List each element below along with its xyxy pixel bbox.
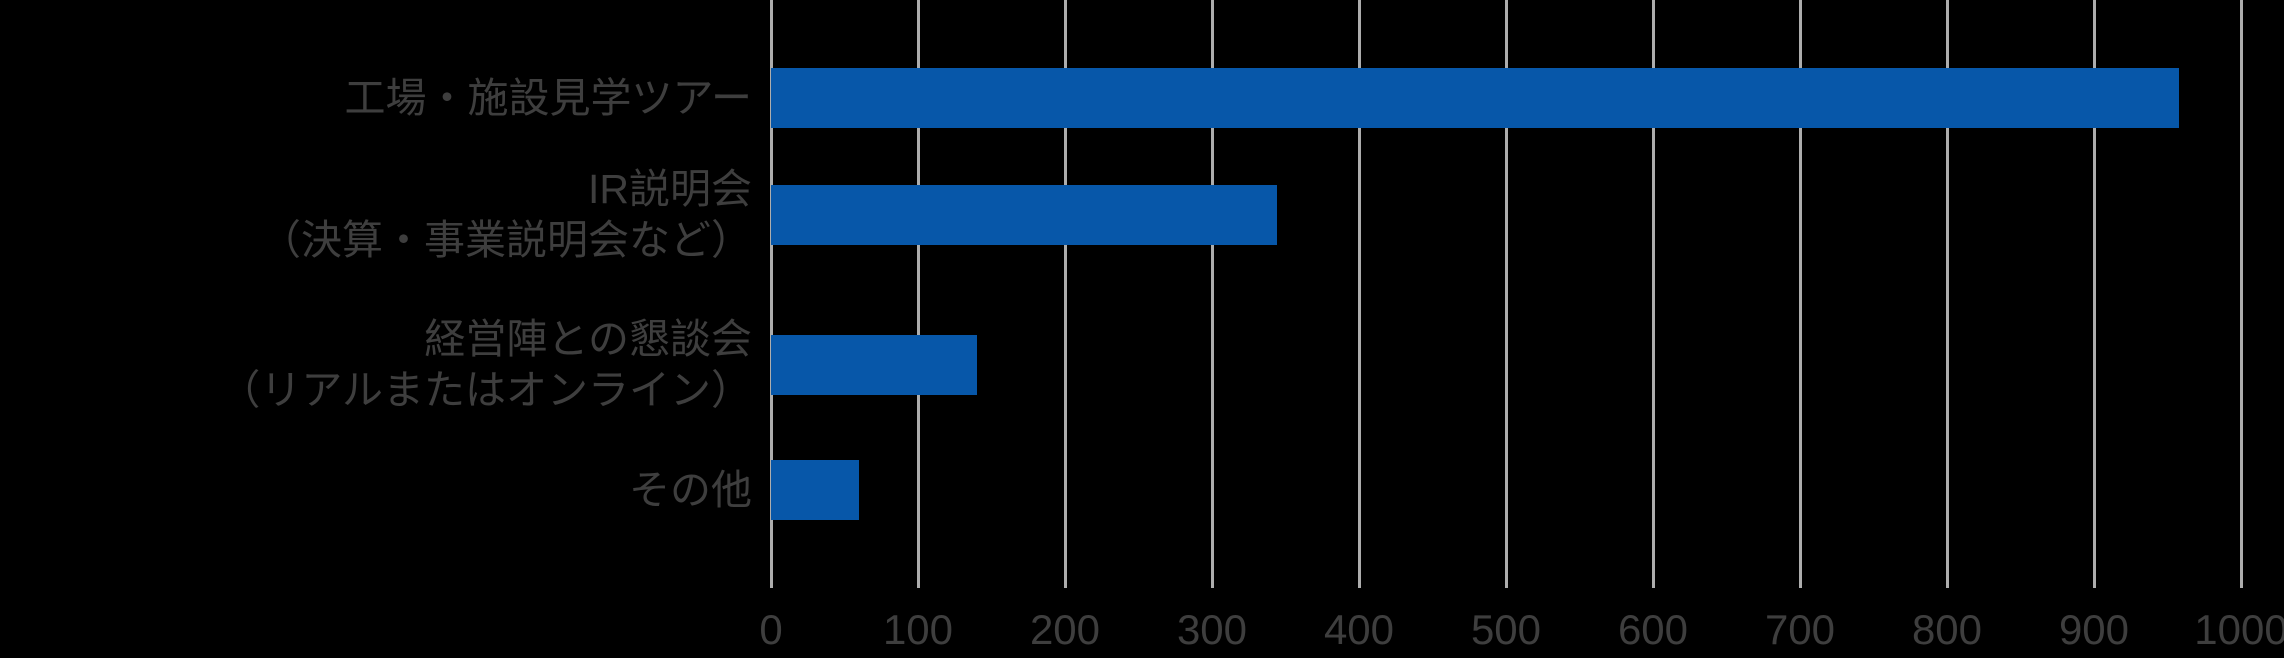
bar-0 [771, 68, 2180, 128]
gridline-x-900 [2092, 0, 2096, 588]
x-tick-label: 700 [1764, 606, 1836, 653]
category-label-1: IR説明会 （決算・事業説明会など） [260, 164, 752, 266]
x-tick-label: 300 [1176, 606, 1248, 653]
gridline-x-400 [1357, 0, 1361, 588]
category-label-line: 工場・施設見学ツアー [344, 74, 752, 121]
x-tick-label: 100 [882, 606, 954, 653]
x-tick-label: 500 [1470, 606, 1542, 653]
gridline-x-200 [1063, 0, 1067, 588]
bar-1 [771, 185, 1277, 245]
x-tick-label: 0 [759, 606, 783, 653]
category-label-0: 工場・施設見学ツアー [344, 73, 752, 124]
gridline-x-1000 [2239, 0, 2243, 588]
x-tick-label: 400 [1323, 606, 1395, 653]
bar-2 [771, 335, 977, 395]
gridline-x-600 [1651, 0, 1655, 588]
x-tick-label: 1000 [2194, 606, 2284, 653]
category-label-line: 経営陣との懇談会 [424, 316, 752, 362]
gridline-x-100 [916, 0, 920, 588]
gridline-x-0 [769, 0, 773, 588]
gridline-x-500 [1504, 0, 1508, 588]
bar-3 [771, 460, 860, 520]
x-tick-label: 200 [1029, 606, 1101, 653]
x-tick-label: 600 [1617, 606, 1689, 653]
gridline-x-300 [1210, 0, 1214, 588]
category-label-line: （決算・事業説明会など） [260, 217, 752, 263]
gridline-x-700 [1798, 0, 1802, 588]
category-label-2: 経営陣との懇談会 （リアルまたはオンライン） [219, 314, 752, 416]
category-label-line: その他 [629, 466, 752, 513]
x-tick-label: 900 [2058, 606, 2130, 653]
category-label-line: （リアルまたはオンライン） [219, 367, 752, 413]
category-label-line: IR説明会 [588, 166, 752, 212]
gridline-x-800 [1945, 0, 1949, 588]
x-tick-label: 800 [1911, 606, 1983, 653]
category-label-3: その他 [629, 465, 752, 516]
